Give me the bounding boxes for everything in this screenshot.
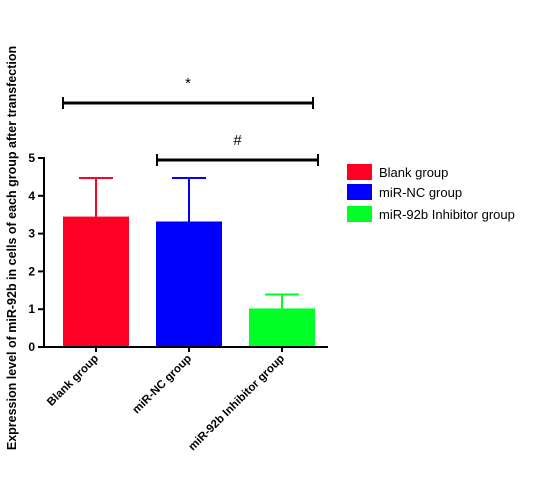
category-label-0: Blank group [45,353,101,409]
legend-swatch-1 [347,184,372,200]
y-tick-label-2: 2 [28,264,35,278]
category-label-1: miR-NC group [131,353,195,417]
error-bars-group [79,177,299,309]
significance-label-1: # [233,132,242,149]
significance-label-0: * [185,75,191,92]
legend-label-2: miR-92b Inhibitor group [379,207,515,222]
y-axis-title: Expression level of miR-92b in cells of … [5,46,19,450]
significance-bracket-0: * [62,75,314,109]
error-bar-2 [265,293,299,309]
y-tick-label-5: 5 [28,151,35,165]
significance-bracket-1: # [156,132,319,166]
error-bar-1 [172,177,206,222]
bar-1 [156,221,222,347]
y-tick-label-1: 1 [28,302,35,316]
legend-swatch-2 [347,206,372,222]
significance-brackets: *# [62,75,319,166]
legend-item-0: Blank group [347,164,448,180]
y-tick-label-3: 3 [28,227,35,241]
bar-2 [249,308,315,347]
bar-0 [63,216,129,347]
legend-label-1: miR-NC group [379,185,462,200]
y-tick-label-0: 0 [28,340,35,354]
error-bar-0 [79,177,113,217]
legend-item-1: miR-NC group [347,184,462,200]
legend-swatch-0 [347,164,372,180]
legend-item-2: miR-92b Inhibitor group [347,206,515,222]
legend-label-0: Blank group [379,165,448,180]
y-tick-label-4: 4 [28,189,35,203]
bars-group [63,216,315,347]
category-label-2: miR-92b Inhibitor group [186,353,287,454]
legend: Blank group miR-NC group miR-92b Inhibitor… [347,164,515,222]
